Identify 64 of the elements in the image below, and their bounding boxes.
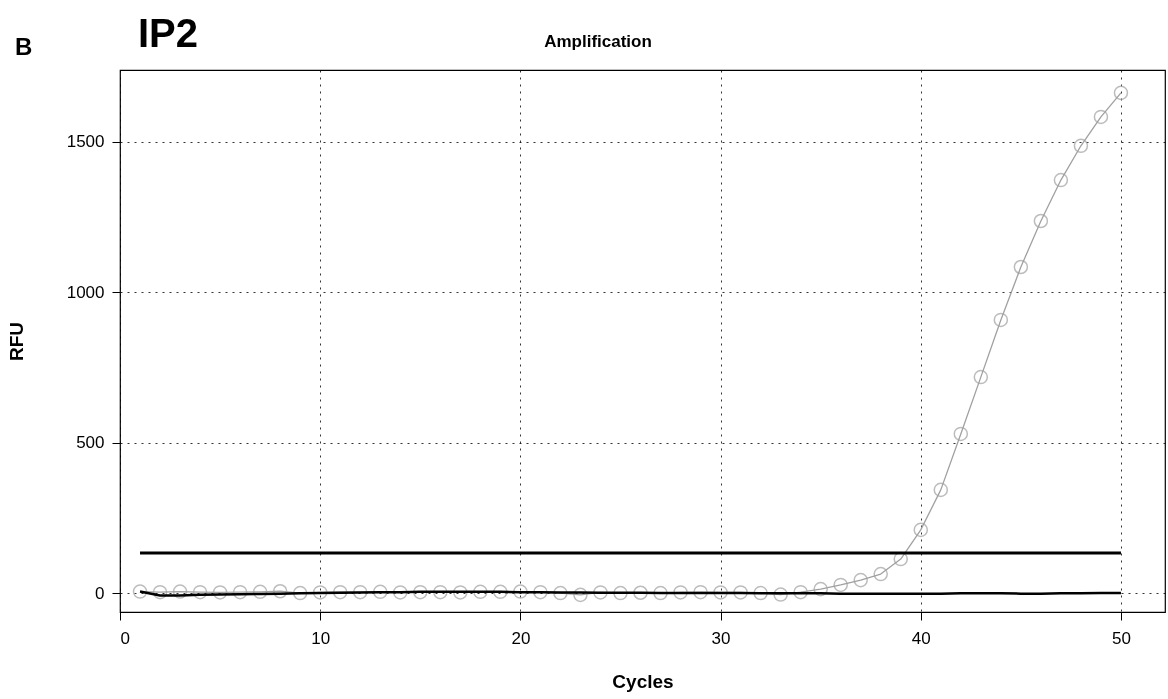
point: [192, 584, 208, 600]
point: [372, 584, 388, 600]
point: [873, 566, 888, 582]
point: [953, 426, 969, 442]
point: [493, 584, 508, 600]
point: [132, 584, 148, 599]
text: B: [15, 33, 33, 60]
point: [352, 584, 368, 600]
y-tick-label: 500: [76, 433, 105, 453]
x-tick-label: 40: [911, 628, 931, 648]
x-axis-title: Cycles: [612, 670, 674, 692]
point: [272, 583, 288, 599]
point: [152, 584, 168, 600]
point: [453, 585, 468, 600]
point: [813, 581, 828, 597]
point: [292, 585, 308, 601]
point: [753, 585, 768, 601]
point: [553, 585, 568, 601]
point: [573, 587, 588, 603]
point: [613, 585, 628, 601]
point: [212, 585, 228, 600]
y-axis-title: RFU: [5, 321, 27, 362]
point: [993, 312, 1009, 328]
y-tick-label: 1500: [66, 132, 105, 152]
x-tick-label: 30: [711, 628, 731, 648]
y-tick-label: 1000: [66, 282, 105, 302]
point: [733, 585, 748, 600]
point: [332, 584, 348, 600]
point: [713, 585, 728, 600]
point: [533, 584, 548, 600]
point: [673, 585, 688, 600]
point: [1093, 109, 1109, 125]
point: [1013, 259, 1029, 275]
point: [252, 584, 268, 600]
point: [633, 585, 648, 601]
y-tick-label: 0: [95, 583, 105, 603]
x-tick-label: 20: [511, 628, 531, 648]
point: [913, 522, 929, 538]
x-tick-label: 10: [311, 628, 331, 648]
point: [172, 584, 188, 599]
point: [1033, 213, 1049, 229]
x-tick-label: 0: [120, 628, 130, 648]
point: [232, 584, 248, 600]
point: [693, 584, 708, 600]
chart-title: Amplification: [544, 32, 652, 51]
point: [853, 572, 868, 588]
point: [793, 584, 808, 600]
point: [653, 585, 668, 601]
text: IP2: [138, 11, 199, 55]
point: [833, 577, 848, 593]
point: [433, 584, 448, 600]
point: [312, 585, 328, 600]
point: [773, 587, 788, 602]
point: [933, 482, 949, 498]
point: [473, 584, 488, 600]
point: [393, 585, 408, 600]
point: [973, 369, 989, 385]
point: [593, 585, 608, 600]
x-tick-label: 50: [1112, 628, 1131, 648]
point: [413, 584, 428, 600]
point: [513, 584, 528, 599]
point: [1053, 172, 1069, 188]
point: [1113, 85, 1129, 101]
point: [1073, 138, 1089, 154]
